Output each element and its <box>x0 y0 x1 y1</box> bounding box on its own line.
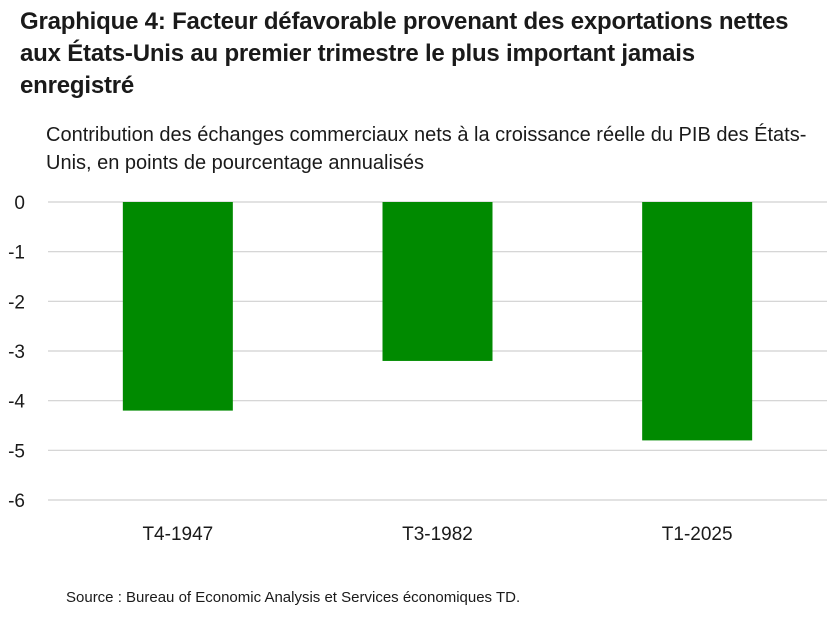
y-tick-label: -3 <box>8 342 25 363</box>
y-tick-label: -2 <box>8 292 25 313</box>
x-axis-ticks: T4-1947 T3-1982 T1-2025 <box>142 524 732 545</box>
bar-t3-1982 <box>382 202 493 361</box>
y-tick-label: -4 <box>8 392 25 413</box>
chart-subtitle: Contribution des échanges commerciaux ne… <box>46 124 807 174</box>
x-tick-label: T4-1947 <box>142 524 213 545</box>
y-axis-ticks: 0 -1 -2 -3 -4 -5 -6 <box>8 193 25 512</box>
x-tick-label: T1-2025 <box>662 524 733 545</box>
bar-chart: 0 -1 -2 -3 -4 -5 -6 T4-1947 T3-1982 T1-2025 <box>8 193 827 545</box>
source-note: Source : Bureau of Economic Analysis et … <box>66 589 521 606</box>
y-tick-label: 0 <box>14 193 25 214</box>
bar-t1-2025 <box>642 202 753 441</box>
y-tick-label: -6 <box>8 491 25 512</box>
y-tick-label: -5 <box>8 441 25 462</box>
bars <box>122 202 753 441</box>
x-tick-label: T3-1982 <box>402 524 473 545</box>
chart-title: Graphique 4: Facteur défavorable provena… <box>20 8 789 99</box>
bar-t4-1947 <box>122 202 233 411</box>
y-tick-label: -1 <box>8 243 25 264</box>
